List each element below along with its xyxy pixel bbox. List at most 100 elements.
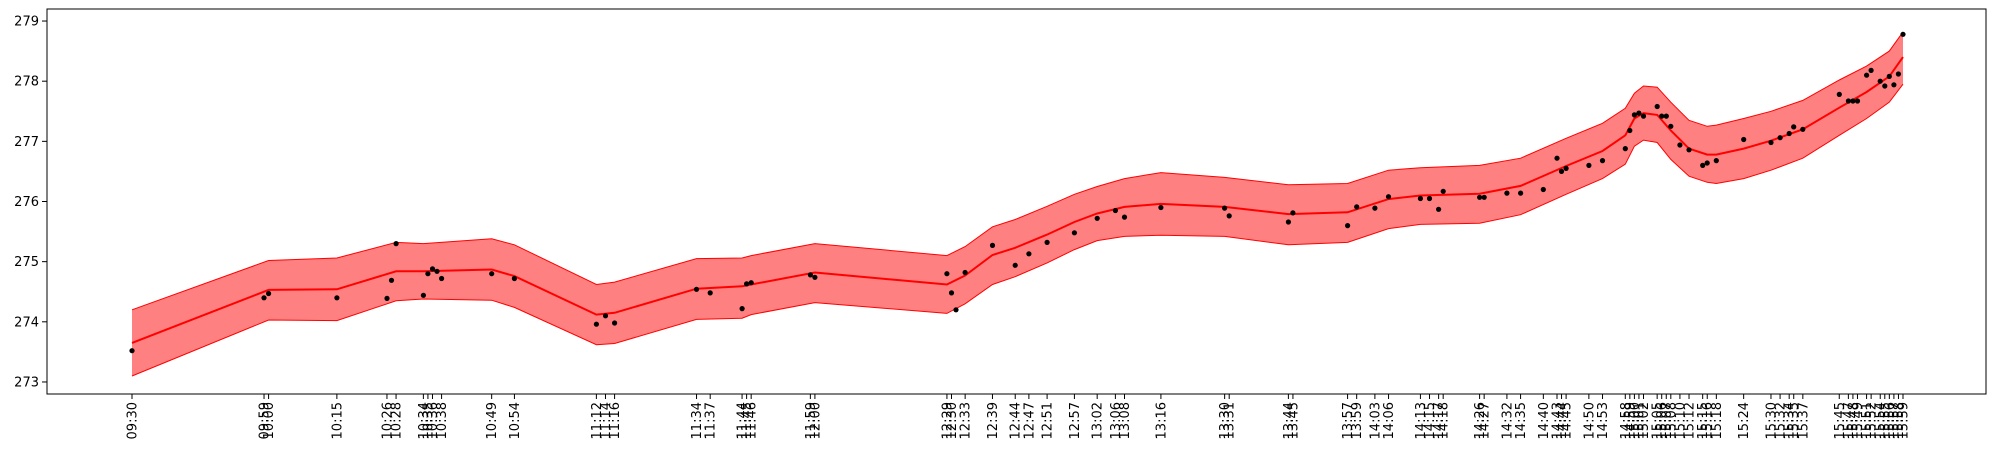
data-point	[384, 295, 390, 301]
x-tick-label: 12:33	[959, 402, 974, 439]
data-point	[489, 271, 495, 277]
x-tick-label: 11:34	[690, 402, 705, 439]
data-point	[948, 290, 955, 296]
x-tick-label: 14:26	[1473, 402, 1488, 439]
x-tick-label: 15:48	[1846, 402, 1861, 439]
data-point	[1777, 135, 1783, 141]
data-point	[1636, 110, 1642, 116]
x-tick-label: 15:34	[1783, 402, 1798, 439]
data-point	[1481, 194, 1487, 200]
data-point	[1622, 146, 1628, 152]
y-tick-label: 274	[14, 315, 39, 330]
data-point	[962, 269, 968, 276]
data-point	[1554, 155, 1560, 161]
data-point	[1417, 195, 1423, 202]
x-tick-label: 15:59	[1897, 402, 1912, 439]
x-tick-label: 15:37	[1796, 402, 1811, 439]
x-tick-label: 14:40	[1537, 402, 1552, 439]
data-point	[1882, 83, 1888, 89]
confidence-band	[132, 31, 1903, 377]
x-tick-label: 15:10	[1673, 402, 1688, 439]
data-point	[1895, 71, 1901, 77]
x-tick-label: 15:58	[1892, 402, 1907, 439]
data-point	[1563, 165, 1569, 171]
data-point	[812, 274, 818, 280]
data-point	[1071, 230, 1077, 236]
data-point	[602, 313, 609, 319]
x-tick-label: 10:49	[485, 402, 500, 439]
data-point	[1226, 213, 1232, 219]
x-tick-label: 14:18	[1437, 402, 1452, 439]
x-tick-label: 14:35	[1514, 402, 1529, 439]
x-tick-label: 11:44	[736, 402, 751, 439]
data-point	[1518, 190, 1524, 196]
x-tick-label: 11:14	[599, 402, 614, 439]
data-point	[1372, 205, 1378, 211]
x-tick-label: 13:06	[1109, 402, 1124, 439]
data-point	[1640, 113, 1647, 119]
data-point	[1290, 210, 1296, 216]
x-tick-label: 11:46	[745, 402, 760, 439]
x-tick-label: 15:05	[1651, 402, 1666, 439]
data-point	[420, 292, 426, 298]
x-tick-label: 10:54	[508, 402, 523, 439]
x-tick-label: 14:59	[1623, 402, 1638, 439]
data-point	[434, 268, 440, 274]
data-point	[593, 321, 600, 327]
x-tick-label: 13:59	[1350, 402, 1365, 439]
data-point	[1741, 136, 1747, 143]
x-tick-label: 15:49	[1851, 402, 1866, 439]
x-tick-label: 10:15	[330, 402, 345, 439]
data-point	[748, 280, 754, 286]
data-point	[612, 320, 618, 326]
data-point	[1586, 162, 1592, 168]
data-point	[1627, 127, 1633, 134]
x-tick-label: 14:15	[1423, 402, 1438, 439]
data-point	[1768, 139, 1774, 146]
y-tick-label: 276	[14, 195, 39, 210]
x-tick-label: 12:30	[945, 402, 960, 439]
x-tick-label: 10:34	[417, 402, 432, 439]
data-point	[1868, 67, 1874, 73]
data-point	[1121, 214, 1128, 220]
x-tick-label: 10:26	[381, 402, 396, 439]
x-tick-label: 14:03	[1368, 402, 1383, 439]
data-point	[1854, 98, 1861, 104]
y-axis: 273 274 275 276 277 278 279	[14, 15, 47, 390]
x-tick-label: 14:32	[1500, 402, 1515, 439]
x-tick-label: 15:00	[1628, 402, 1643, 439]
x-tick-label: 15:57	[1887, 402, 1902, 439]
x-tick-label: 14:13	[1414, 402, 1429, 439]
y-tick-label: 278	[14, 75, 39, 90]
data-point	[1659, 113, 1665, 119]
data-point	[744, 281, 750, 287]
data-point	[989, 242, 996, 248]
x-tick-label: 15:35	[1787, 402, 1802, 439]
data-point	[1599, 158, 1606, 164]
y-tick-label: 273	[14, 375, 39, 390]
x-tick-label: 10:00	[262, 402, 277, 439]
data-point	[511, 275, 517, 282]
x-tick-label: 14:45	[1560, 402, 1575, 439]
confidence-band-layer	[131, 31, 1904, 377]
data-point	[388, 277, 395, 283]
data-point	[1800, 126, 1806, 132]
data-point	[429, 266, 436, 272]
data-point	[1345, 223, 1351, 229]
data-point	[1222, 205, 1228, 211]
x-tick-label: 15:47	[1842, 402, 1857, 439]
x-tick-label: 11:16	[608, 402, 623, 439]
x-tick-label: 13:44	[1282, 402, 1297, 439]
x-tick-label: 13:08	[1118, 402, 1133, 439]
data-point	[1700, 162, 1706, 168]
data-point	[1385, 194, 1392, 200]
x-tick-label: 13:31	[1223, 402, 1238, 439]
data-point	[1285, 219, 1291, 225]
x-tick-label: 15:02	[1637, 402, 1652, 439]
x-tick-label: 15:30	[1765, 402, 1780, 439]
data-point	[1440, 188, 1446, 194]
data-point	[1631, 112, 1637, 118]
x-tick-label: 13:16	[1154, 402, 1169, 439]
x-tick-label: 14:53	[1596, 402, 1611, 439]
